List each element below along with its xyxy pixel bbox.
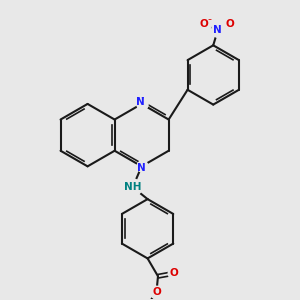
Text: N: N [136, 98, 145, 107]
Text: NH: NH [124, 182, 142, 192]
Text: N: N [137, 163, 146, 173]
Text: -: - [208, 14, 212, 24]
Text: O: O [200, 20, 209, 29]
Text: N: N [136, 98, 145, 107]
Text: O: O [170, 268, 179, 278]
Text: O: O [152, 287, 161, 297]
Text: N: N [213, 26, 222, 35]
Text: O: O [226, 19, 235, 29]
Text: N: N [137, 163, 146, 173]
